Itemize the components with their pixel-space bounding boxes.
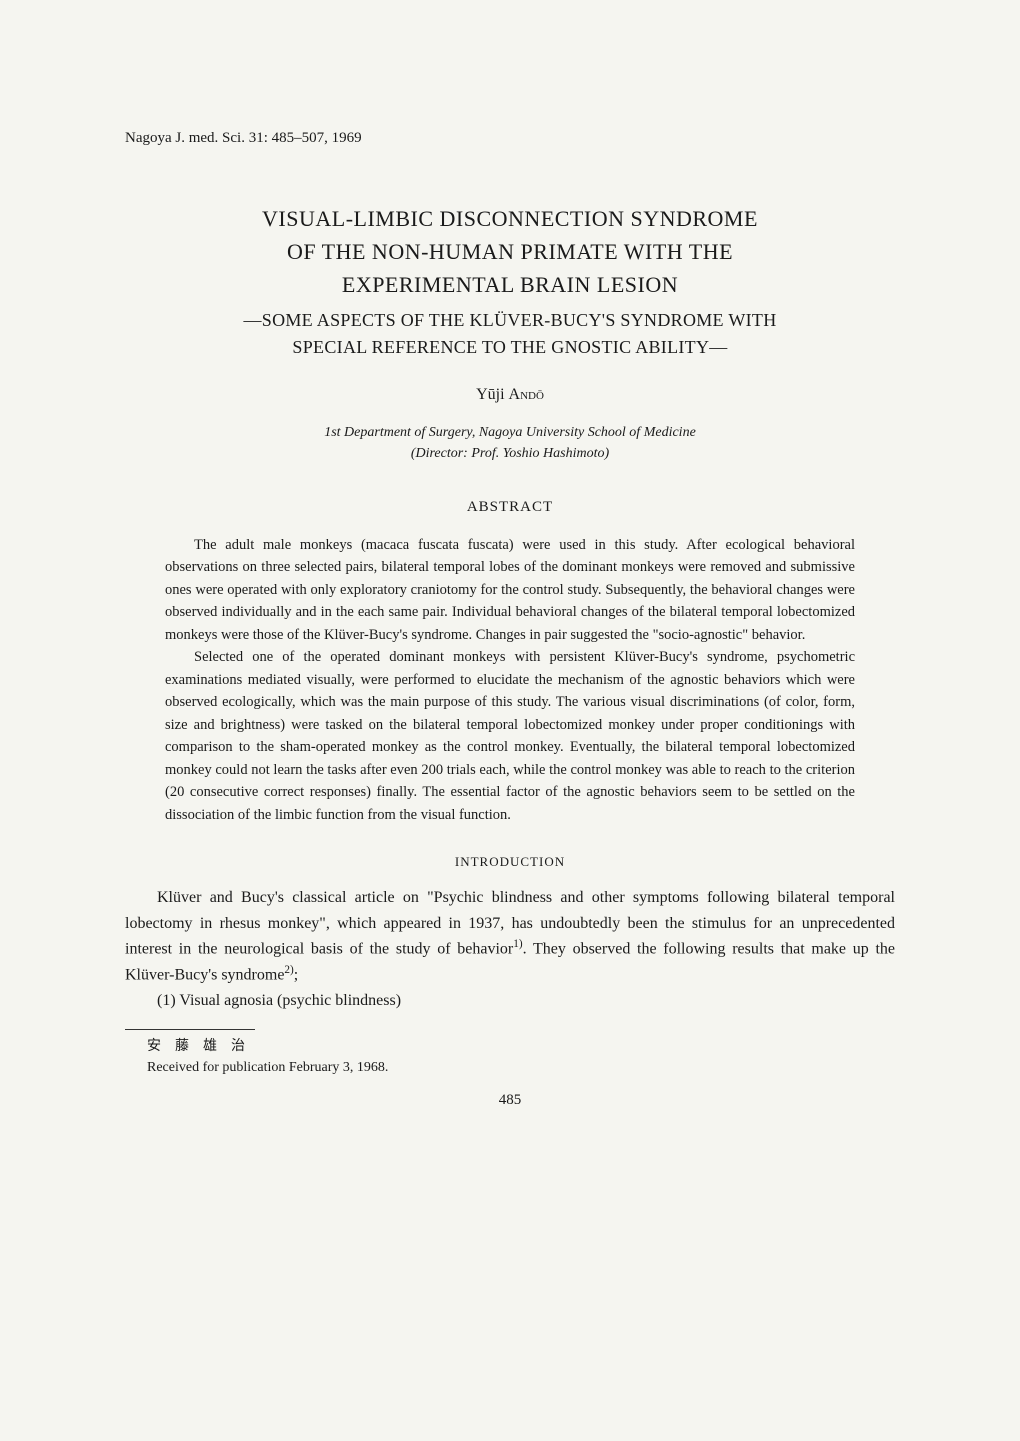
footnote-block: 安 藤 雄 治 Received for publication Februar… [125, 1036, 895, 1078]
intro-text-c: ; [294, 967, 298, 984]
author-affiliation: 1st Department of Surgery, Nagoya Univer… [125, 422, 895, 464]
footnote-author-japanese: 安 藤 雄 治 [147, 1036, 895, 1057]
journal-reference: Nagoya J. med. Sci. 31: 485–507, 1969 [125, 130, 895, 147]
title-line-3: EXPERIMENTAL BRAIN LESION [125, 268, 895, 301]
introduction-heading: INTRODUCTION [125, 854, 895, 870]
introduction-body: Klüver and Bucy's classical article on "… [125, 885, 895, 1014]
article-title: VISUAL-LIMBIC DISCONNECTION SYNDROME OF … [125, 202, 895, 301]
subtitle-line-2: SPECIAL REFERENCE TO THE GNOSTIC ABILITY… [125, 334, 895, 361]
footnote-divider [125, 1029, 255, 1030]
author-name: Yūji Andō [125, 386, 895, 404]
title-line-1: VISUAL-LIMBIC DISCONNECTION SYNDROME [125, 202, 895, 235]
introduction-list-item-1: (1) Visual agnosia (psychic blindness) [125, 988, 895, 1014]
abstract-paragraph-1: The adult male monkeys (macaca fuscata f… [165, 534, 855, 646]
affiliation-line-2: (Director: Prof. Yoshio Hashimoto) [125, 443, 895, 464]
article-subtitle: —SOME ASPECTS OF THE KLÜVER-BUCY'S SYNDR… [125, 307, 895, 361]
author-surname: Andō [509, 386, 544, 403]
page-number: 485 [125, 1092, 895, 1109]
footnote-received-date: Received for publication February 3, 196… [147, 1057, 895, 1078]
subtitle-line-1: —SOME ASPECTS OF THE KLÜVER-BUCY'S SYNDR… [125, 307, 895, 334]
abstract-paragraph-2: Selected one of the operated dominant mo… [165, 646, 855, 826]
introduction-paragraph-1: Klüver and Bucy's classical article on "… [125, 885, 895, 988]
abstract-body: The adult male monkeys (macaca fuscata f… [165, 534, 855, 826]
citation-ref-2: 2) [284, 964, 293, 976]
author-given-name: Yūji [476, 386, 504, 403]
abstract-heading: ABSTRACT [125, 499, 895, 516]
title-line-2: OF THE NON-HUMAN PRIMATE WITH THE [125, 235, 895, 268]
affiliation-line-1: 1st Department of Surgery, Nagoya Univer… [125, 422, 895, 443]
citation-ref-1: 1) [513, 938, 522, 950]
